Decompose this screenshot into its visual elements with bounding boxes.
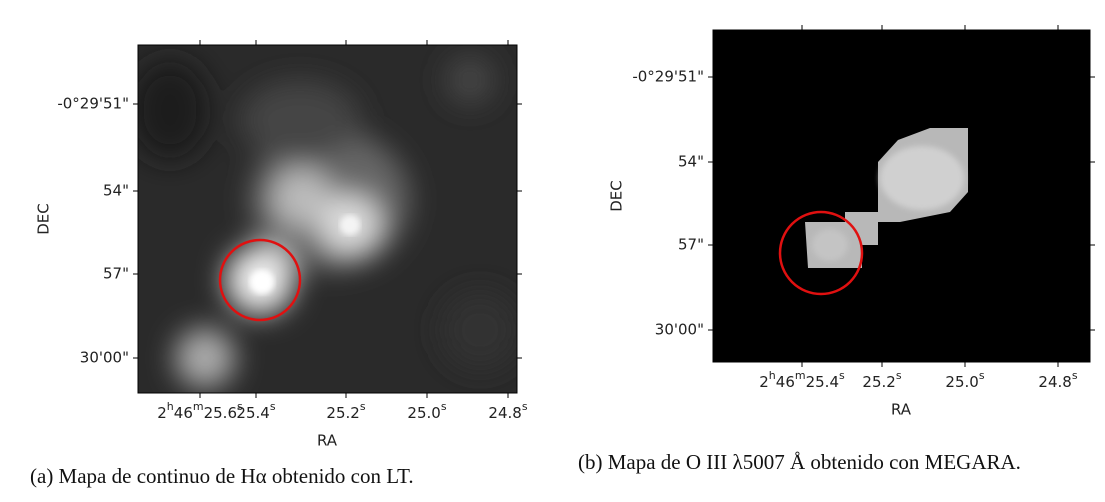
x-tick-label: 24.8s <box>488 400 527 422</box>
x-tick-label: 25.2s <box>326 400 365 422</box>
x-tick-part: 25.2 <box>862 373 895 391</box>
x-tick-part: s <box>270 400 276 413</box>
frame-a <box>137 44 518 394</box>
x-tick-part: 24.8 <box>488 404 521 422</box>
x-tick-label: 25.0s <box>945 369 984 391</box>
caption: (a) Mapa de continuo de Hα obtenido con … <box>30 464 414 488</box>
y-tick-label: 54" <box>103 182 129 200</box>
y-axis-label: DEC <box>608 180 626 212</box>
x-tick-label: 25.4s <box>236 400 275 422</box>
x-tick-part: s <box>522 400 528 413</box>
y-axis-label: DEC <box>35 203 53 235</box>
x-tick-part: s <box>839 369 845 382</box>
x-tick-label: 25.2s <box>862 369 901 391</box>
x-tick-part: s <box>896 369 902 382</box>
x-tick-part: m <box>193 400 204 413</box>
x-tick-part: 25.2 <box>326 404 359 422</box>
x-tick-part: s <box>237 400 243 413</box>
y-tick-label: 57" <box>103 265 129 283</box>
x-tick-part: 25.4 <box>236 404 269 422</box>
x-tick-part: 46 <box>174 404 193 422</box>
x-tick-label: 24.8s <box>1038 369 1077 391</box>
x-tick-part: s <box>979 369 985 382</box>
y-tick-label: 54" <box>678 153 704 171</box>
x-tick-part: 25.0 <box>945 373 978 391</box>
x-tick-label: 25.0s <box>407 400 446 422</box>
x-tick-part: h <box>769 369 776 382</box>
y-tick-label: -0°29'51" <box>632 68 704 86</box>
y-tick-label: 30'00" <box>655 321 704 339</box>
y-tick-label: -0°29'51" <box>57 95 129 113</box>
marker-circle <box>778 210 864 296</box>
x-tick-part: 46 <box>776 373 795 391</box>
caption: (b) Mapa de O III λ5007 Å obtenido con M… <box>578 450 1021 474</box>
x-tick-part: 25.6 <box>204 404 237 422</box>
x-tick-part: s <box>441 400 447 413</box>
x-tick-part: 2 <box>759 373 769 391</box>
x-tick-part: 25.4 <box>806 373 839 391</box>
x-tick-label: 2h46m25.4s <box>759 369 845 391</box>
y-tick-label: 30'00" <box>80 349 129 367</box>
x-tick-part: m <box>795 369 806 382</box>
x-tick-label: 2h46m25.6s <box>157 400 243 422</box>
x-tick-part: s <box>1072 369 1078 382</box>
image-a <box>138 45 517 393</box>
frame-b <box>712 29 1091 363</box>
x-axis-label: RA <box>891 401 912 419</box>
x-tick-part: 24.8 <box>1038 373 1071 391</box>
x-tick-part: h <box>167 400 174 413</box>
image-b <box>713 30 1090 362</box>
marker-circle <box>218 238 302 322</box>
x-tick-part: 25.0 <box>407 404 440 422</box>
y-tick-label: 57" <box>678 236 704 254</box>
x-axis-label: RA <box>317 432 338 450</box>
x-tick-part: 2 <box>157 404 167 422</box>
x-tick-part: s <box>360 400 366 413</box>
